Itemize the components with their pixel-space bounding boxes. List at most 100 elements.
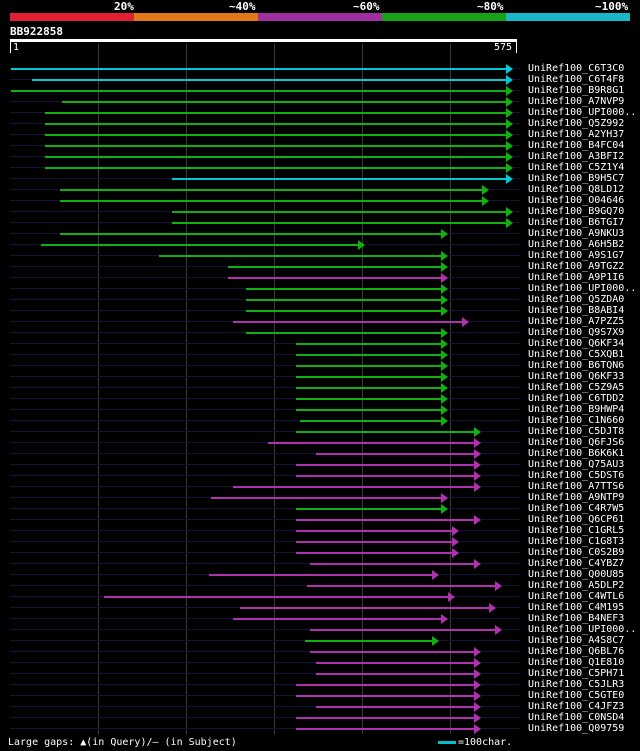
hit-alignment-bar[interactable] <box>296 519 475 521</box>
hit-alignment-bar[interactable] <box>228 266 442 268</box>
hit-name-link[interactable]: UniRef100_Q6FJS6 <box>528 437 625 448</box>
hit-alignment-bar[interactable] <box>296 354 442 356</box>
hit-name-link[interactable]: UniRef100_A7TTS6 <box>528 481 625 492</box>
hit-alignment-bar[interactable] <box>45 156 507 158</box>
hit-name-link[interactable]: UniRef100_B8ABI4 <box>528 305 625 316</box>
hit-alignment-bar[interactable] <box>296 717 475 719</box>
hit-name-link[interactable]: UniRef100_B4FC04 <box>528 140 625 151</box>
hit-alignment-bar[interactable] <box>245 332 442 334</box>
hit-name-link[interactable]: UniRef100_B9R8G1 <box>528 85 625 96</box>
hit-alignment-bar[interactable] <box>296 552 453 554</box>
hit-alignment-bar[interactable] <box>59 200 484 202</box>
hit-name-link[interactable]: UniRef100_C5Z1Y4 <box>528 162 625 173</box>
hit-name-link[interactable]: UniRef100_A7PZZ5 <box>528 316 625 327</box>
hit-alignment-bar[interactable] <box>171 222 507 224</box>
hit-name-link[interactable]: UniRef100_B9HWP4 <box>528 404 625 415</box>
hit-alignment-bar[interactable] <box>296 398 442 400</box>
hit-name-link[interactable]: UniRef100_C4JFZ3 <box>528 701 625 712</box>
hit-name-link[interactable]: UniRef100_C0NSD4 <box>528 712 625 723</box>
hit-name-link[interactable]: UniRef100_A4S8C7 <box>528 635 625 646</box>
hit-alignment-bar[interactable] <box>309 629 496 631</box>
hit-alignment-bar[interactable] <box>11 90 507 92</box>
hit-name-link[interactable]: UniRef100_Q6KF33 <box>528 371 625 382</box>
hit-name-link[interactable]: UniRef100_C5PH71 <box>528 668 625 679</box>
hit-alignment-bar[interactable] <box>296 365 442 367</box>
hit-name-link[interactable]: UniRef100_C4YBZ7 <box>528 558 625 569</box>
hit-name-link[interactable]: UniRef100_C4R7W5 <box>528 503 625 514</box>
hit-alignment-bar[interactable] <box>309 651 475 653</box>
hit-name-link[interactable]: UniRef100_B6TGI7 <box>528 217 625 228</box>
hit-alignment-bar[interactable] <box>296 508 442 510</box>
hit-name-link[interactable]: UniRef100_Q5ZDA0 <box>528 294 625 305</box>
hit-name-link[interactable]: UniRef100_UPI000.. <box>528 107 637 118</box>
hit-name-link[interactable]: UniRef100_A5DLP2 <box>528 580 625 591</box>
hit-name-link[interactable]: UniRef100_Q6KF34 <box>528 338 625 349</box>
hit-name-link[interactable]: UniRef100_C6TDD2 <box>528 393 625 404</box>
hit-alignment-bar[interactable] <box>104 596 449 598</box>
hit-alignment-bar[interactable] <box>306 585 496 587</box>
hit-alignment-bar[interactable] <box>315 706 475 708</box>
hit-alignment-bar[interactable] <box>309 563 475 565</box>
hit-name-link[interactable]: UniRef100_UPI000.. <box>528 283 637 294</box>
hit-name-link[interactable]: UniRef100_B6TQN6 <box>528 360 625 371</box>
hit-alignment-bar[interactable] <box>232 321 464 323</box>
hit-name-link[interactable]: UniRef100_Q00U85 <box>528 569 625 580</box>
hit-alignment-bar[interactable] <box>305 640 433 642</box>
hit-name-link[interactable]: UniRef100_C6T3C0 <box>528 63 625 74</box>
hit-name-link[interactable]: UniRef100_Q8LD12 <box>528 184 625 195</box>
hit-alignment-bar[interactable] <box>296 464 475 466</box>
hit-alignment-bar[interactable] <box>296 431 475 433</box>
hit-alignment-bar[interactable] <box>296 728 475 730</box>
hit-name-link[interactable]: UniRef100_C4M195 <box>528 602 625 613</box>
hit-name-link[interactable]: UniRef100_A9NTP9 <box>528 492 625 503</box>
hit-alignment-bar[interactable] <box>267 442 475 444</box>
hit-alignment-bar[interactable] <box>171 178 507 180</box>
hit-name-link[interactable]: UniRef100_C5XQB1 <box>528 349 625 360</box>
hit-name-link[interactable]: UniRef100_A9TGZ2 <box>528 261 625 272</box>
hit-name-link[interactable]: UniRef100_C5DST6 <box>528 470 625 481</box>
hit-alignment-bar[interactable] <box>296 684 475 686</box>
hit-alignment-bar[interactable] <box>245 310 442 312</box>
hit-name-link[interactable]: UniRef100_C1N660 <box>528 415 625 426</box>
hit-alignment-bar[interactable] <box>232 618 442 620</box>
hit-alignment-bar[interactable] <box>45 145 507 147</box>
hit-alignment-bar[interactable] <box>232 486 475 488</box>
hit-alignment-bar[interactable] <box>315 453 475 455</box>
hit-name-link[interactable]: UniRef100_C5Z9A5 <box>528 382 625 393</box>
hit-alignment-bar[interactable] <box>239 607 490 609</box>
hit-name-link[interactable]: UniRef100_C4WTL6 <box>528 591 625 602</box>
hit-name-link[interactable]: UniRef100_Q09759 <box>528 723 625 734</box>
hit-name-link[interactable]: UniRef100_B9H5C7 <box>528 173 625 184</box>
hit-name-link[interactable]: UniRef100_B6K6K1 <box>528 448 625 459</box>
hit-name-link[interactable]: UniRef100_B9GQ70 <box>528 206 625 217</box>
hit-name-link[interactable]: UniRef100_Q6BL76 <box>528 646 625 657</box>
hit-alignment-bar[interactable] <box>245 288 442 290</box>
hit-name-link[interactable]: UniRef100_UPI000.. <box>528 624 637 635</box>
hit-name-link[interactable]: UniRef100_C0S2B9 <box>528 547 625 558</box>
hit-name-link[interactable]: UniRef100_Q1E810 <box>528 657 625 668</box>
hit-name-link[interactable]: UniRef100_Q6CP61 <box>528 514 625 525</box>
hit-alignment-bar[interactable] <box>31 79 507 81</box>
hit-name-link[interactable]: UniRef100_C6T4F8 <box>528 74 625 85</box>
hit-name-link[interactable]: UniRef100_C5JLR3 <box>528 679 625 690</box>
hit-alignment-bar[interactable] <box>296 409 442 411</box>
hit-name-link[interactable]: UniRef100_C5DJT8 <box>528 426 625 437</box>
hit-alignment-bar[interactable] <box>158 255 442 257</box>
hit-name-link[interactable]: UniRef100_C1G8T3 <box>528 536 625 547</box>
hit-alignment-bar[interactable] <box>210 497 442 499</box>
hit-alignment-bar[interactable] <box>209 574 433 576</box>
hit-alignment-bar[interactable] <box>296 541 453 543</box>
hit-name-link[interactable]: UniRef100_Q9S7X9 <box>528 327 625 338</box>
hit-name-link[interactable]: UniRef100_C1GRL5 <box>528 525 625 536</box>
hit-alignment-bar[interactable] <box>45 167 507 169</box>
hit-alignment-bar[interactable] <box>11 68 507 70</box>
hit-alignment-bar[interactable] <box>315 673 475 675</box>
hit-alignment-bar[interactable] <box>45 123 507 125</box>
hit-alignment-bar[interactable] <box>296 387 442 389</box>
hit-name-link[interactable]: UniRef100_A9P1I6 <box>528 272 625 283</box>
hit-name-link[interactable]: UniRef100_A7NVP9 <box>528 96 625 107</box>
hit-name-link[interactable]: UniRef100_A6H5B2 <box>528 239 625 250</box>
hit-alignment-bar[interactable] <box>296 695 475 697</box>
hit-alignment-bar[interactable] <box>245 299 442 301</box>
hit-alignment-bar[interactable] <box>299 420 442 422</box>
